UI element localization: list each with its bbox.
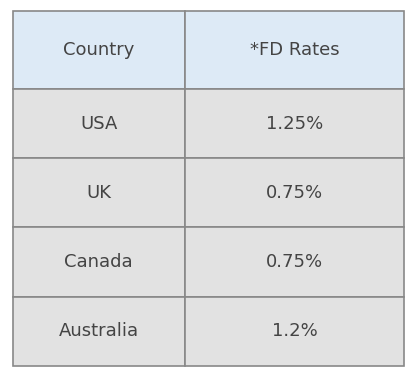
Text: 1.25%: 1.25% — [266, 115, 323, 133]
Text: 0.75%: 0.75% — [266, 184, 323, 202]
Text: USA: USA — [80, 115, 118, 133]
Bar — [185, 11, 404, 89]
Text: 1.2%: 1.2% — [272, 322, 318, 340]
Bar — [185, 227, 404, 297]
Text: *FD Rates: *FD Rates — [250, 41, 339, 59]
Bar — [13, 158, 185, 227]
Bar — [185, 158, 404, 227]
Text: Country: Country — [63, 41, 134, 59]
Text: 0.75%: 0.75% — [266, 253, 323, 271]
Bar — [185, 89, 404, 158]
Text: Australia: Australia — [59, 322, 139, 340]
Bar — [185, 297, 404, 366]
Bar — [13, 227, 185, 297]
Bar — [13, 89, 185, 158]
Bar — [13, 11, 185, 89]
Bar — [13, 297, 185, 366]
Text: UK: UK — [86, 184, 111, 202]
Text: Canada: Canada — [65, 253, 133, 271]
